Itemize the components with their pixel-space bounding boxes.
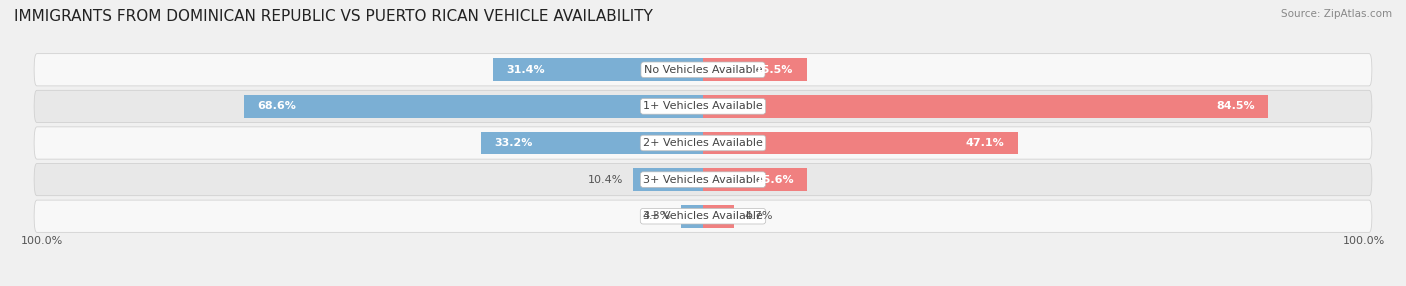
Bar — [481, 132, 703, 154]
Bar — [245, 95, 703, 118]
Text: No Vehicles Available: No Vehicles Available — [644, 65, 762, 75]
Bar — [703, 58, 807, 81]
FancyBboxPatch shape — [34, 127, 1372, 159]
Text: 100.0%: 100.0% — [21, 236, 63, 246]
FancyBboxPatch shape — [34, 54, 1372, 86]
FancyBboxPatch shape — [34, 200, 1372, 232]
Bar — [634, 168, 703, 191]
Text: 4.7%: 4.7% — [744, 211, 773, 221]
Text: IMMIGRANTS FROM DOMINICAN REPUBLIC VS PUERTO RICAN VEHICLE AVAILABILITY: IMMIGRANTS FROM DOMINICAN REPUBLIC VS PU… — [14, 9, 652, 23]
Text: 4+ Vehicles Available: 4+ Vehicles Available — [643, 211, 763, 221]
Text: Source: ZipAtlas.com: Source: ZipAtlas.com — [1281, 9, 1392, 19]
Bar — [703, 168, 807, 191]
FancyBboxPatch shape — [34, 90, 1372, 122]
Bar — [703, 132, 1018, 154]
Text: 3+ Vehicles Available: 3+ Vehicles Available — [643, 175, 763, 184]
Text: 10.4%: 10.4% — [588, 175, 623, 184]
Text: 33.2%: 33.2% — [495, 138, 533, 148]
Text: 68.6%: 68.6% — [257, 102, 297, 111]
Bar — [703, 205, 734, 228]
Text: 2+ Vehicles Available: 2+ Vehicles Available — [643, 138, 763, 148]
Text: 84.5%: 84.5% — [1216, 102, 1254, 111]
Text: 100.0%: 100.0% — [1343, 236, 1385, 246]
Text: 47.1%: 47.1% — [966, 138, 1005, 148]
Text: 3.3%: 3.3% — [643, 211, 671, 221]
Text: 15.6%: 15.6% — [755, 175, 794, 184]
Bar — [703, 95, 1268, 118]
Text: 1+ Vehicles Available: 1+ Vehicles Available — [643, 102, 763, 111]
FancyBboxPatch shape — [34, 164, 1372, 196]
Bar — [681, 205, 703, 228]
Text: 15.5%: 15.5% — [755, 65, 793, 75]
Text: 31.4%: 31.4% — [506, 65, 546, 75]
Bar — [494, 58, 703, 81]
